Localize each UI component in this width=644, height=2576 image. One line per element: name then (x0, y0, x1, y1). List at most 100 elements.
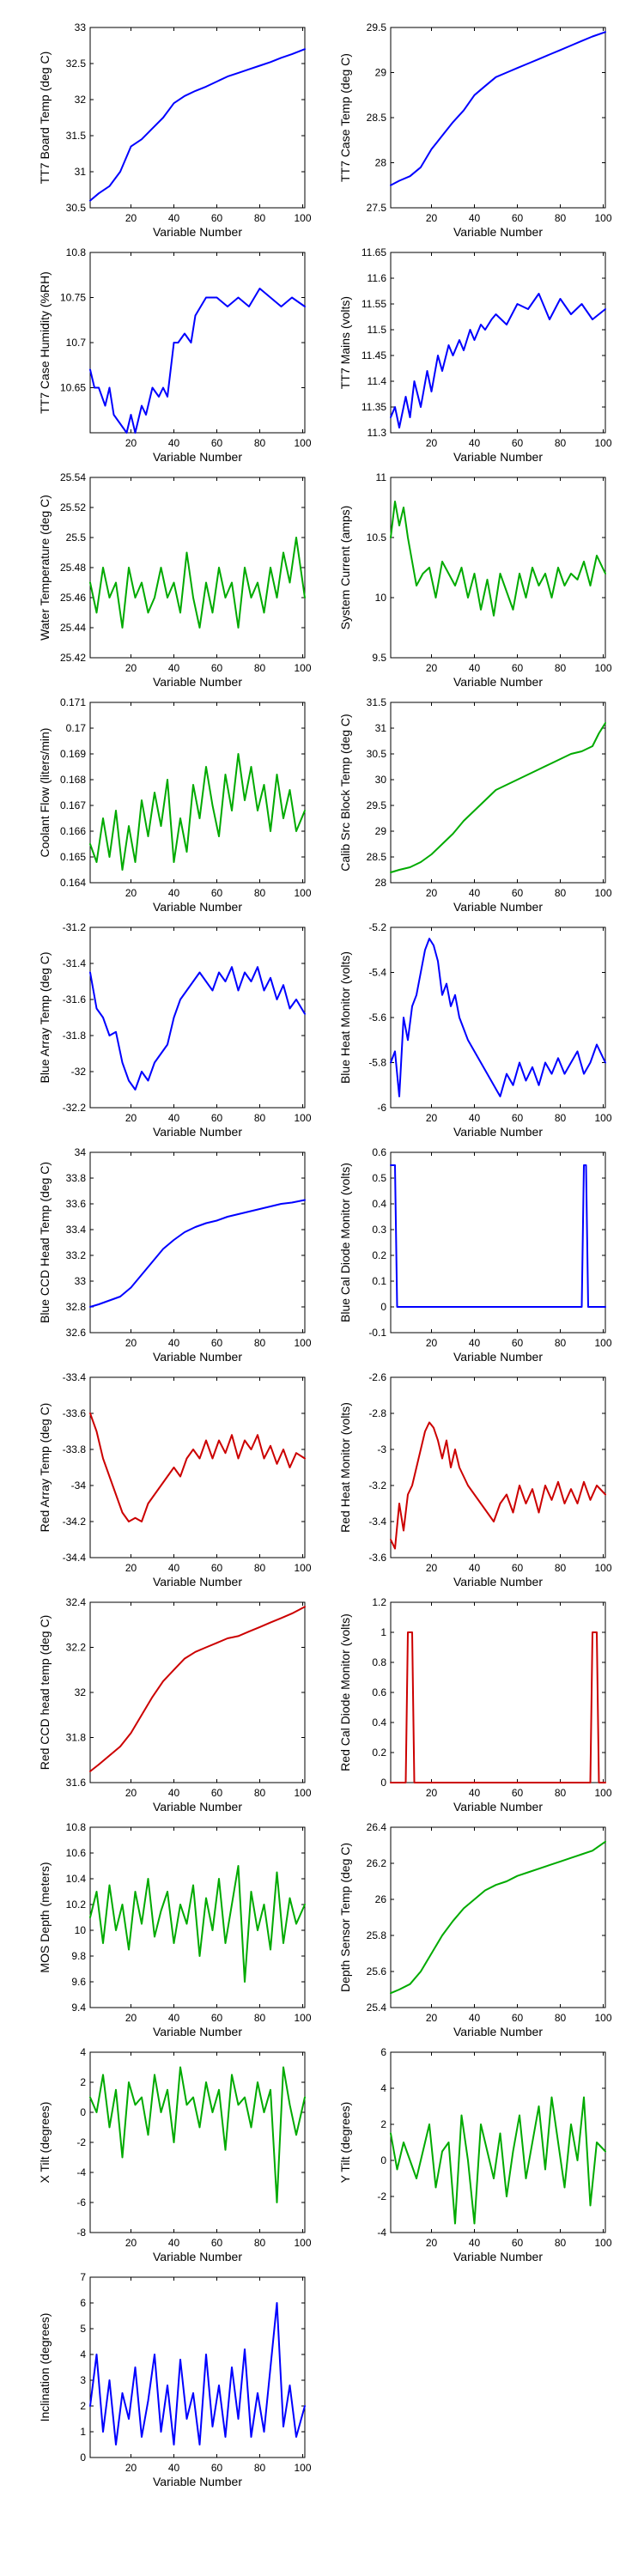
y-axis-label: Red Array Temp (deg C) (38, 1403, 52, 1533)
y-tick-label: 0 (380, 1777, 386, 1789)
series-line (390, 1631, 606, 1783)
y-axis-label: Water Temperature (deg C) (38, 495, 52, 641)
y-axis-label: TT7 Mains (volts) (338, 296, 352, 389)
y-axis-label: Blue Cal Diode Monitor (volts) (338, 1163, 352, 1322)
y-tick-label: 11.55 (361, 298, 386, 310)
x-axis-label: Variable Number (153, 1125, 242, 1139)
y-tick-label: 3 (80, 2374, 86, 2386)
x-axis-label: Variable Number (153, 675, 242, 689)
y-tick-label: 1.2 (372, 1596, 386, 1608)
y-tick-label: 28.5 (367, 112, 387, 124)
y-tick-label: -2 (76, 2136, 86, 2148)
x-tick-label: 40 (168, 1337, 180, 1349)
y-tick-label: -4 (76, 2166, 86, 2178)
x-tick-label: 100 (294, 1337, 311, 1349)
x-tick-label: 80 (254, 2012, 266, 2024)
y-axis-label: TT7 Case Temp (deg C) (338, 53, 352, 182)
y-tick-label: 28 (375, 877, 387, 889)
y-tick-label: 31 (75, 166, 87, 178)
x-tick-label: 80 (254, 1562, 266, 1574)
y-tick-label: -33.4 (63, 1371, 87, 1383)
y-tick-label: 10.7 (66, 337, 87, 349)
y-tick-label: 11.35 (361, 401, 386, 413)
y-tick-label: -2.8 (368, 1407, 386, 1419)
x-axis-label: Variable Number (153, 2475, 242, 2488)
axes-box (89, 477, 306, 659)
x-tick-label: 100 (594, 2012, 611, 2024)
y-tick-label: -31.8 (63, 1030, 87, 1042)
x-tick-label: 20 (426, 437, 438, 449)
y-tick-label: 29 (375, 67, 387, 79)
y-tick-label: 11.4 (368, 375, 387, 387)
x-axis-label: Variable Number (453, 2025, 543, 2038)
y-tick-label: 31.5 (367, 696, 387, 708)
subplot-13: 20 40 60 80 100 -34.4 -34.2 -34 -33.8 -33.6 -33.4 V… (38, 1371, 312, 1589)
x-tick-label: 60 (512, 662, 524, 674)
x-tick-label: 80 (555, 2237, 567, 2249)
y-tick-label: 31.5 (66, 130, 87, 142)
x-tick-label: 60 (512, 2237, 524, 2249)
y-axis-label: X Tilt (degrees) (38, 2102, 52, 2184)
x-tick-label: 60 (512, 437, 524, 449)
series-line (89, 1199, 306, 1308)
x-tick-label: 40 (168, 2237, 180, 2249)
y-tick-label: 0.3 (372, 1224, 386, 1236)
y-axis-label: Coolant Flow (liters/min) (38, 728, 52, 858)
y-tick-label: -5.2 (368, 921, 386, 933)
x-tick-label: 20 (125, 437, 137, 449)
subplot-12: 20 40 60 80 100 -0.1 0 0.1 0.2 0.3 0.4 0.5 0.6 Variab… (338, 1146, 612, 1364)
y-tick-label: 30.5 (367, 748, 387, 760)
x-tick-label: 20 (125, 1787, 137, 1799)
x-tick-label: 20 (125, 2012, 137, 2024)
series-line (89, 2302, 306, 2445)
y-tick-label: 9.4 (71, 2002, 86, 2014)
y-tick-label: 25.48 (60, 562, 86, 574)
x-axis-label: Variable Number (453, 1350, 543, 1364)
subplot-1: 20 40 60 80 100 30.5 31 31.5 32 32.5 33 Variable Nu… (38, 21, 312, 239)
x-tick-label: 40 (168, 1562, 180, 1574)
axes-box (89, 927, 306, 1109)
axes-box (390, 927, 606, 1109)
subplot-4: 20 40 60 80 100 11.3 11.35 11.4 11.45 11.5 11.55 11… (338, 246, 612, 464)
y-tick-label: 27.5 (367, 202, 387, 214)
y-tick-label: -33.8 (63, 1443, 87, 1455)
y-tick-label: 32 (75, 94, 87, 106)
y-tick-label: 10 (375, 592, 387, 604)
y-tick-label: 11.3 (368, 427, 387, 439)
y-tick-label: -34.4 (63, 1552, 87, 1564)
x-tick-label: 80 (555, 662, 567, 674)
subplot-16: 20 40 60 80 100 0 0.2 0.4 0.6 0.8 1 1.2 Variable Num… (338, 1596, 612, 1814)
y-tick-label: 11.5 (368, 324, 387, 336)
y-tick-label: 1 (380, 1626, 386, 1638)
x-tick-label: 80 (254, 662, 266, 674)
y-tick-label: -31.2 (63, 921, 87, 933)
y-tick-label: -2.6 (368, 1371, 386, 1383)
y-tick-label: -5.6 (368, 1012, 386, 1024)
y-tick-label: 4 (380, 2082, 386, 2094)
y-tick-label: 33.4 (66, 1224, 87, 1236)
y-tick-label: 11.45 (361, 349, 386, 361)
x-tick-label: 60 (512, 2012, 524, 2024)
y-tick-label: -3.2 (368, 1479, 386, 1492)
axes-box (390, 1376, 606, 1558)
series-line (89, 288, 306, 434)
x-tick-label: 60 (211, 212, 223, 224)
x-tick-label: 60 (211, 2012, 223, 2024)
y-tick-label: 2 (80, 2400, 86, 2412)
x-tick-label: 40 (168, 1787, 180, 1799)
x-axis-label: Variable Number (153, 1350, 242, 1364)
x-tick-label: 60 (211, 887, 223, 899)
y-tick-label: 9.6 (71, 1976, 86, 1988)
subplot-18: 20 40 60 80 100 25.4 25.6 25.8 26 26.2 26.4 Variabl… (338, 1821, 612, 2038)
axes-box (89, 702, 306, 884)
series-line (89, 537, 306, 629)
y-tick-label: 26.2 (367, 1857, 387, 1869)
y-tick-label: -6 (76, 2196, 86, 2208)
x-axis-label: Variable Number (453, 900, 543, 914)
y-tick-label: 4 (80, 2348, 86, 2360)
x-tick-label: 100 (594, 1337, 611, 1349)
x-tick-label: 40 (469, 2237, 481, 2249)
series-line (390, 2096, 606, 2225)
subplot-6: 20 40 60 80 100 9.5 10 10.5 11 Variable Number Sys… (338, 471, 612, 689)
x-tick-label: 60 (211, 1337, 223, 1349)
